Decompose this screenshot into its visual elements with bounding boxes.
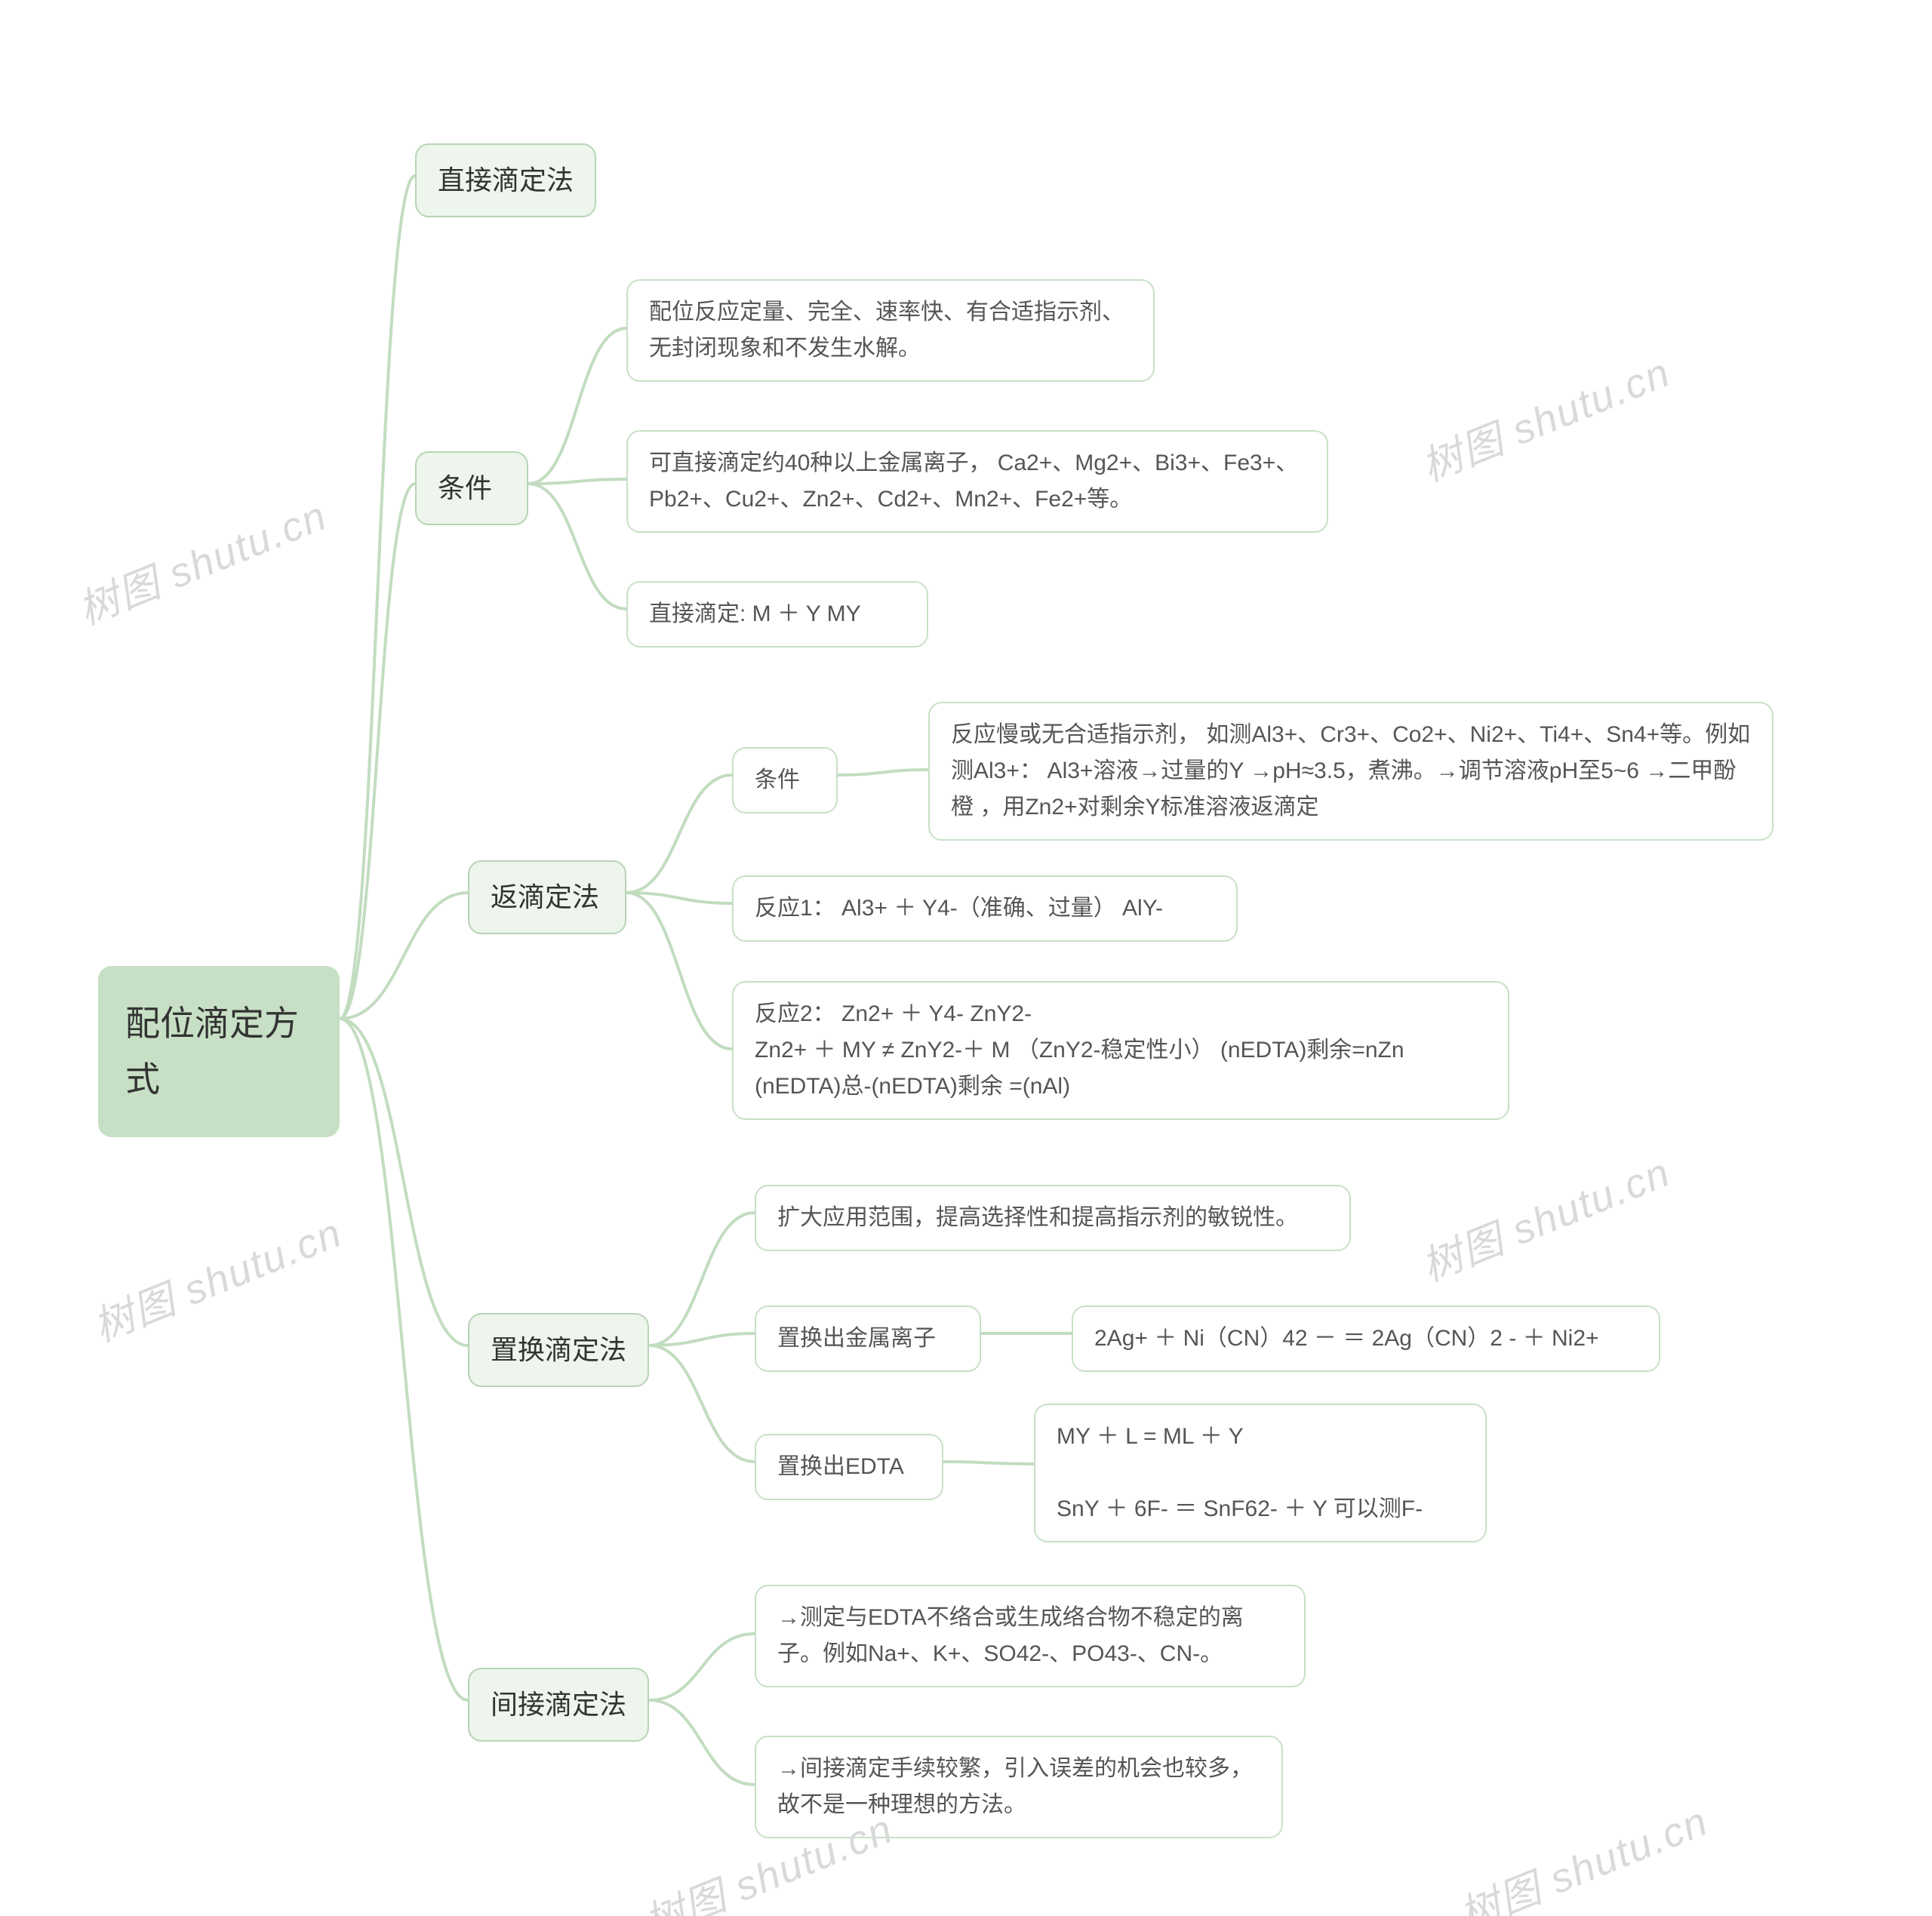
node-a4_3: 置换出EDTA xyxy=(755,1434,943,1500)
edge-a2-a2_1 xyxy=(528,328,626,484)
node-a2: 条件 xyxy=(415,451,528,525)
edge-a4_3-a4_3d xyxy=(943,1462,1034,1464)
node-a5: 间接滴定法 xyxy=(468,1668,649,1742)
node-a4_3d: MY ＋ L = ML ＋ Y SnY ＋ 6F- ＝ SnF62- ＋ Y 可… xyxy=(1034,1404,1487,1542)
node-a5_1: →测定与EDTA不络合或生成络合物不稳定的离子。例如Na+、K+、SO42-、P… xyxy=(755,1585,1306,1687)
node-a2_1: 配位反应定量、完全、速率快、有合适指示剂、无封闭现象和不发生水解。 xyxy=(626,279,1155,382)
edge-a4-a4_2 xyxy=(649,1333,755,1346)
node-a3_1d: 反应慢或无合适指示剂， 如测Al3+、Cr3+、Co2+、Ni2+、Ti4+、S… xyxy=(928,702,1774,841)
edge-a4-a4_3 xyxy=(649,1346,755,1462)
edge-root-a1 xyxy=(340,176,415,1019)
edge-a2-a2_2 xyxy=(528,479,626,484)
node-a4_2d: 2Ag+ ＋ Ni（CN）42 － ＝ 2Ag（CN）2 - ＋ Ni2+ xyxy=(1072,1306,1660,1372)
node-a3_1: 条件 xyxy=(732,747,838,813)
node-root: 配位滴定方式 xyxy=(98,966,340,1137)
watermark: 树图 shutu.cn xyxy=(83,1199,349,1353)
edge-root-a4 xyxy=(340,1019,468,1346)
node-a1: 直接滴定法 xyxy=(415,143,596,217)
edge-root-a3 xyxy=(340,893,468,1019)
watermark: 树图 shutu.cn xyxy=(1411,1139,1678,1293)
watermark: 树图 shutu.cn xyxy=(1411,339,1678,493)
edge-a3-a3_1 xyxy=(626,775,732,893)
node-a3_3: 反应2： Zn2+ ＋ Y4- ZnY2- Zn2+ ＋ MY ≠ ZnY2-＋… xyxy=(732,981,1509,1120)
watermark: 树图 shutu.cn xyxy=(1449,1788,1715,1916)
edge-a5-a5_1 xyxy=(649,1634,755,1700)
node-a3: 返滴定法 xyxy=(468,860,626,934)
edge-a3-a3_2 xyxy=(626,893,732,903)
node-a2_2: 可直接滴定约40种以上金属离子， Ca2+、Mg2+、Bi3+、Fe3+、Pb2… xyxy=(626,430,1328,533)
edge-root-a2 xyxy=(340,484,415,1019)
node-a3_2: 反应1： Al3+ ＋ Y4-（准确、过量） AlY- xyxy=(732,875,1238,942)
edge-a4-a4_1 xyxy=(649,1213,755,1346)
edge-a3_1-a3_1d xyxy=(838,770,928,775)
node-a2_3: 直接滴定: M ＋ Y MY xyxy=(626,581,928,647)
edge-a3-a3_3 xyxy=(626,893,732,1049)
edge-a2-a2_3 xyxy=(528,484,626,609)
watermark: 树图 shutu.cn xyxy=(68,482,334,636)
edge-root-a5 xyxy=(340,1019,468,1700)
node-a5_2: →间接滴定手续较繁，引入误差的机会也较多，故不是一种理想的方法。 xyxy=(755,1736,1283,1838)
edge-a5-a5_2 xyxy=(649,1700,755,1785)
node-a4: 置换滴定法 xyxy=(468,1313,649,1387)
node-a4_1: 扩大应用范围，提高选择性和提高指示剂的敏锐性。 xyxy=(755,1185,1351,1251)
node-a4_2: 置换出金属离子 xyxy=(755,1306,981,1372)
